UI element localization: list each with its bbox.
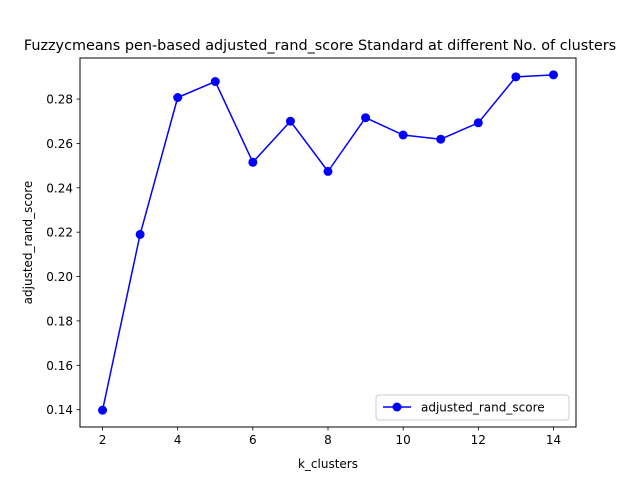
x-tick-label: 10 bbox=[396, 433, 411, 447]
x-tick-label: 4 bbox=[174, 433, 182, 447]
x-tick-label: 12 bbox=[471, 433, 486, 447]
data-point bbox=[135, 229, 145, 239]
data-point bbox=[210, 77, 220, 87]
x-tick-label: 14 bbox=[546, 433, 561, 447]
data-point bbox=[436, 134, 446, 144]
x-tick-label: 2 bbox=[99, 433, 107, 447]
legend-marker bbox=[392, 402, 402, 412]
y-tick-label: 0.20 bbox=[46, 270, 73, 284]
legend: adjusted_rand_score bbox=[375, 394, 570, 421]
y-tick-label: 0.26 bbox=[46, 137, 73, 151]
y-tick-label: 0.28 bbox=[46, 93, 73, 107]
y-tick-label: 0.16 bbox=[46, 359, 73, 373]
data-point bbox=[285, 116, 295, 126]
y-tick-label: 0.18 bbox=[46, 314, 73, 328]
y-tick-label: 0.24 bbox=[46, 181, 73, 195]
x-axis-ticks: 2 4 6 8 10 12 14 bbox=[99, 427, 561, 447]
y-tick-label: 0.22 bbox=[46, 226, 73, 240]
y-axis-ticks: 0.14 0.16 0.18 0.20 0.22 0.24 0.26 0.28 bbox=[46, 93, 80, 417]
chart-title: Fuzzycmeans pen-based adjusted_rand_scor… bbox=[24, 38, 616, 54]
series-layer bbox=[98, 70, 558, 415]
data-point bbox=[323, 166, 333, 176]
data-point bbox=[98, 405, 108, 415]
legend-box bbox=[375, 394, 570, 421]
data-point bbox=[398, 130, 408, 140]
y-tick-label: 0.14 bbox=[46, 403, 73, 417]
legend-label: adjusted_rand_score bbox=[421, 401, 545, 415]
series-line bbox=[101, 74, 554, 411]
data-point bbox=[361, 113, 371, 123]
data-point bbox=[511, 72, 521, 82]
data-point bbox=[548, 70, 558, 80]
data-point bbox=[248, 157, 258, 167]
data-point bbox=[173, 92, 183, 102]
x-tick-label: 8 bbox=[324, 433, 332, 447]
plot-area bbox=[79, 57, 577, 428]
x-tick-label: 6 bbox=[249, 433, 257, 447]
data-point bbox=[473, 118, 483, 128]
x-axis-label: k_clusters bbox=[298, 457, 358, 471]
y-axis-label: adjusted_rand_score bbox=[21, 181, 35, 305]
